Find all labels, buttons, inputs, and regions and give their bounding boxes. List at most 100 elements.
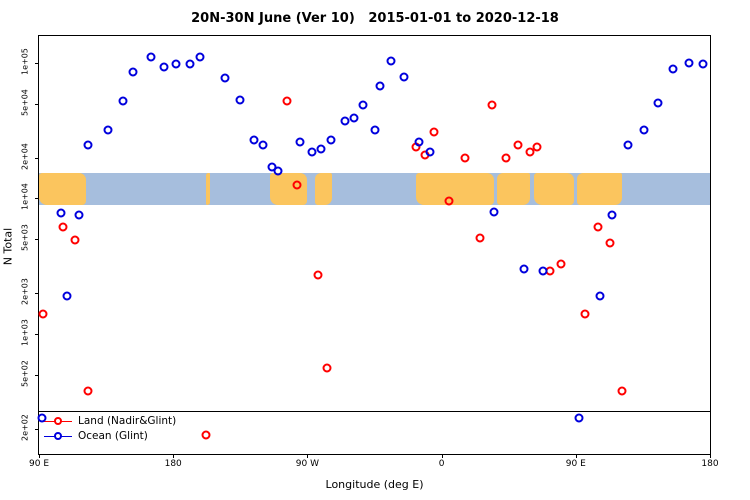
data-point-land [292, 180, 302, 190]
reference-line [39, 410, 710, 412]
y-tick-label: 5e+02 [20, 359, 30, 387]
data-point-ocean [103, 125, 113, 135]
data-point-ocean [56, 208, 66, 218]
data-point-ocean [399, 72, 409, 82]
data-point-land [593, 222, 603, 232]
y-tick [35, 198, 39, 200]
data-point-ocean [653, 98, 663, 108]
data-point-ocean [698, 59, 708, 69]
y-tick-label: 1e+05 [20, 48, 30, 75]
data-point-ocean [195, 52, 205, 62]
x-tick [441, 454, 443, 458]
x-tick [710, 454, 711, 458]
data-point-land [501, 153, 511, 163]
x-tick [307, 454, 309, 458]
data-point-ocean [623, 140, 633, 149]
y-tick-label: 1e+03 [20, 319, 30, 346]
x-tick [173, 454, 175, 458]
land-segment [315, 172, 332, 206]
data-point-land [58, 222, 68, 232]
data-point-ocean [414, 137, 424, 147]
data-point-ocean [118, 96, 127, 106]
y-tick [35, 239, 39, 241]
data-point-land [513, 140, 523, 149]
data-point-ocean [538, 266, 548, 276]
chart-title: 20N-30N June (Ver 10) 2015-01-01 to 2020… [191, 11, 559, 26]
data-point-ocean [83, 140, 93, 149]
data-point-ocean [316, 144, 326, 154]
y-tick-label: 2e+03 [20, 278, 30, 306]
legend-item-land: Land (Nadir&Glint) [44, 414, 176, 429]
x-tick [575, 454, 577, 458]
data-point-land [429, 127, 439, 137]
data-point-ocean [425, 147, 435, 157]
y-tick [35, 428, 39, 430]
data-point-ocean [370, 125, 379, 135]
data-point-ocean [358, 100, 368, 110]
land-segment [269, 172, 308, 206]
data-point-ocean [185, 59, 195, 69]
data-point-ocean [295, 137, 305, 147]
y-tick-label: 1e+04 [20, 183, 30, 211]
data-point-land [460, 153, 470, 163]
x-tick-label: 90 E [29, 459, 49, 469]
data-point-ocean [386, 56, 396, 66]
land-segment [206, 172, 211, 206]
data-point-land [444, 196, 454, 206]
data-point-ocean [171, 59, 181, 69]
land-segment [534, 172, 575, 206]
data-point-ocean [235, 95, 245, 105]
data-point-ocean [375, 81, 385, 91]
data-point-land [605, 238, 615, 248]
legend-marker-land [44, 416, 72, 427]
data-point-ocean [249, 135, 259, 145]
legend-item-ocean: Ocean (Glint) [44, 429, 176, 444]
y-axis-label: N Total [1, 227, 15, 266]
data-point-land [617, 386, 627, 396]
data-point-ocean [489, 207, 499, 217]
legend-circle-land-icon [54, 417, 62, 426]
y-tick [35, 293, 39, 295]
data-point-ocean [74, 210, 84, 220]
x-tick-label: 90 E [565, 459, 586, 469]
x-tick-label: 90 W [295, 459, 319, 469]
data-point-land [525, 147, 535, 157]
plot-area: Land (Nadir&Glint) Ocean (Glint) 90 E 180… [21, 35, 719, 469]
data-point-ocean [574, 413, 584, 423]
data-point-land [201, 430, 211, 440]
legend-label-land: Land (Nadir&Glint) [78, 415, 177, 428]
y-tick [35, 157, 39, 159]
data-point-ocean [326, 135, 336, 145]
legend-label-ocean: Ocean (Glint) [78, 430, 148, 443]
y-tick [35, 374, 39, 376]
data-point-land [83, 386, 93, 396]
data-point-ocean [639, 125, 649, 135]
data-point-ocean [340, 116, 350, 126]
data-point-land [70, 235, 80, 245]
y-tick [35, 62, 39, 64]
y-tick [35, 103, 39, 105]
data-point-land [38, 309, 48, 319]
data-point-land [313, 270, 323, 280]
y-tick [35, 333, 39, 335]
data-point-ocean [307, 147, 317, 157]
legend: Land (Nadir&Glint) Ocean (Glint) [44, 414, 176, 444]
data-point-ocean [62, 291, 72, 301]
data-point-land [475, 233, 485, 243]
data-point-ocean [519, 264, 529, 274]
y-tick-label: 5e+04 [20, 88, 30, 116]
data-point-land [556, 259, 566, 269]
data-point-ocean [684, 58, 694, 68]
map-band [39, 172, 710, 206]
legend-marker-ocean [44, 431, 72, 442]
data-point-land [487, 100, 497, 110]
data-point-ocean [146, 52, 156, 62]
y-tick-label: 2e+04 [20, 142, 30, 170]
data-point-ocean [668, 64, 678, 74]
x-tick-label: 180 [701, 459, 719, 469]
data-point-land [322, 363, 332, 373]
land-segment [497, 172, 531, 206]
x-tick-label: 180 [164, 459, 182, 469]
y-tick-label: 5e+03 [20, 224, 30, 252]
